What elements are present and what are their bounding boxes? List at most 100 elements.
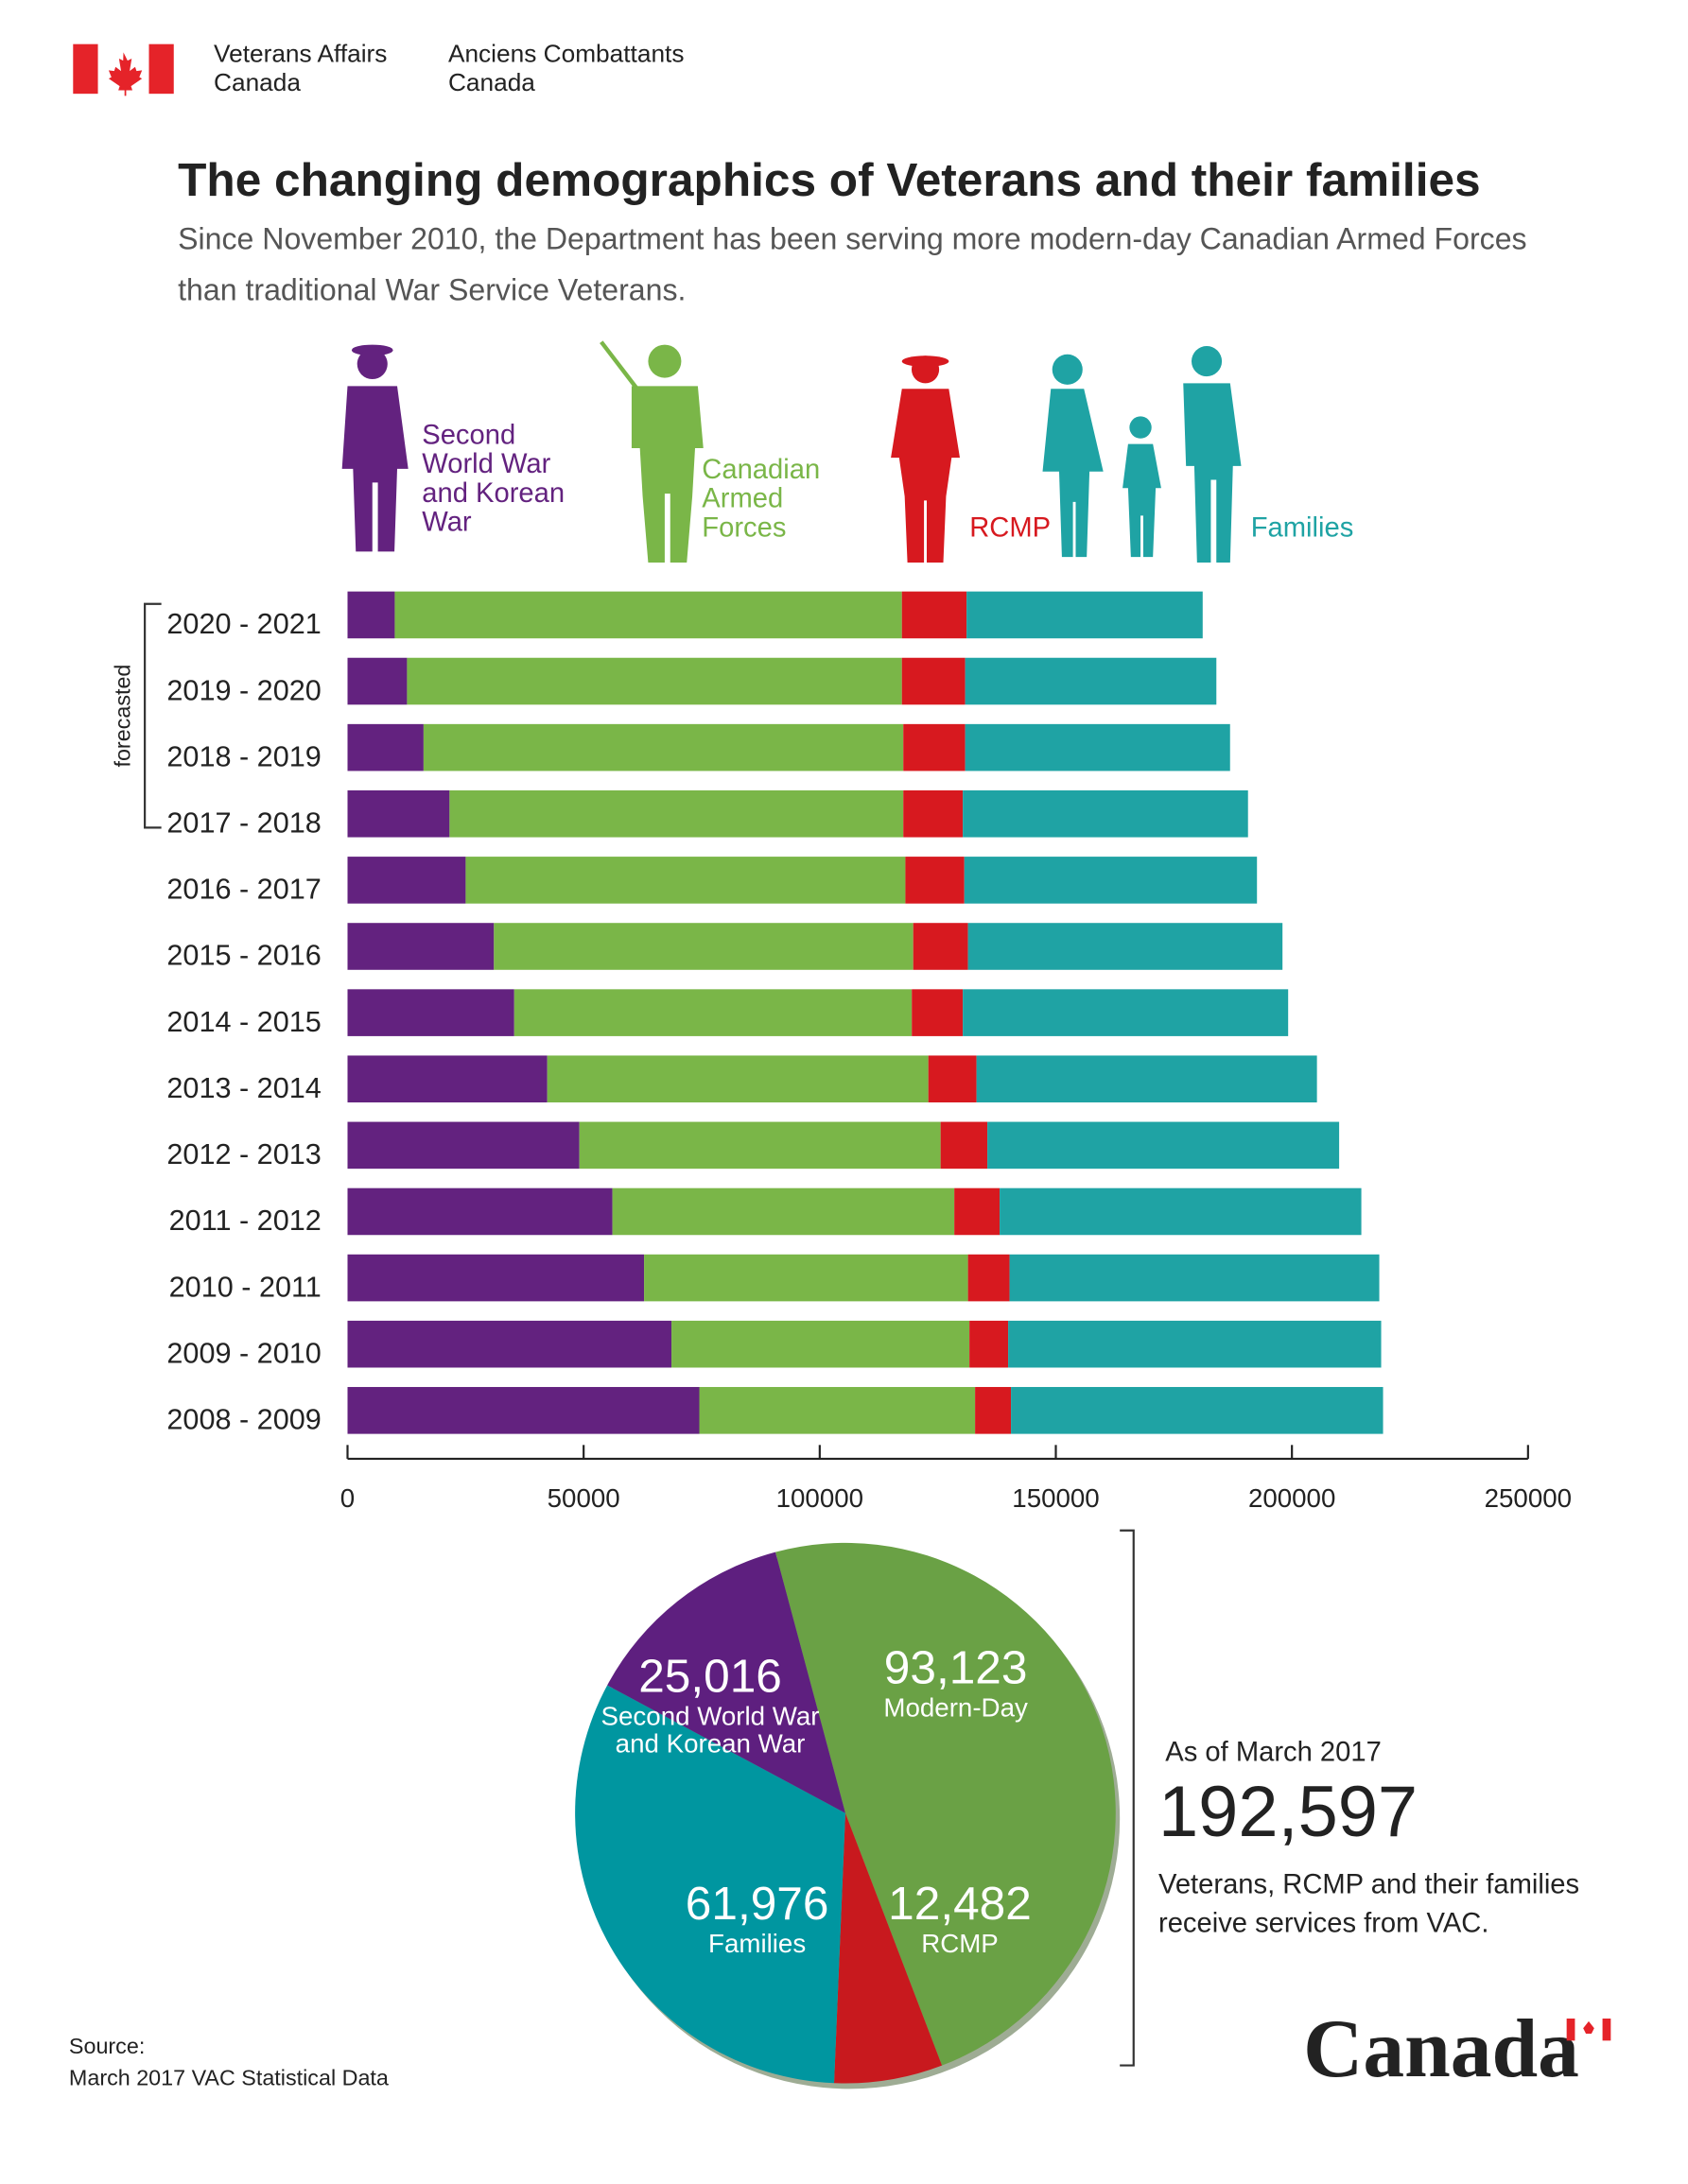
pie-category-label: Families [708,1932,807,1960]
x-tick-label: 0 [340,1483,355,1513]
pie-category-label: Modern-Day [883,1695,1028,1724]
bar-segment [494,923,914,970]
bar-segment [347,1320,672,1368]
y-tick-label: 2012 - 2013 [166,1138,321,1170]
bar-segment [347,857,466,904]
wordmark-flag [1566,2019,1611,2041]
bar-segment [963,989,1289,1036]
family-icon [1042,346,1242,563]
y-tick-label: 2011 - 2012 [169,1205,322,1237]
bar-segment [347,1055,548,1103]
bar-segment [1009,1254,1380,1302]
bar-segment [579,1121,941,1170]
x-tick-label: 200000 [1248,1483,1335,1513]
bar-segment [423,723,904,771]
bar-segment [905,857,965,904]
bar-segment [940,1121,988,1170]
soldier-icon [600,340,704,563]
header-en: Canada [214,68,301,96]
bar-segment [347,657,408,705]
title: The changing demographics of Veterans an… [178,153,1480,206]
legend-label-box: Canadian Armed Forces [702,456,821,544]
bar-segment [347,1187,613,1236]
bar-segment [987,1121,1340,1170]
header-fr: Canada [448,68,535,96]
summary-text: receive services from VAC. [1158,1909,1488,1939]
bar-segment [903,789,964,838]
legend-label-box: Second World War and Korean War [422,422,566,538]
rcmp-icon [891,355,960,563]
wordmark: Canada [1303,2002,1579,2094]
source: Source: [69,2034,145,2058]
x-tick-label: 50000 [548,1483,620,1513]
bar-segment [449,789,904,838]
bar-segment [347,591,395,639]
bar-segment [547,1055,929,1103]
bar-segment [465,857,906,904]
pie-category-label: RCMP [921,1932,999,1960]
bar-segment [963,789,1248,838]
y-tick-label: 2017 - 2018 [166,807,321,840]
y-tick-label: 2015 - 2016 [166,940,321,972]
pie-category-label-box: Second World War and Korean War [600,1704,820,1759]
y-tick-label: 2019 - 2020 [166,674,321,706]
bar-segment [347,1254,645,1302]
bar-segment [903,723,966,771]
bar-segment [347,789,450,838]
x-tick-label: 250000 [1485,1483,1572,1513]
summary-total: 192,597 [1158,1772,1418,1852]
bar-segment [347,723,424,771]
subtitle: than traditional War Service Veterans. [178,273,686,307]
header-en: Veterans Affairs [214,39,387,67]
bar-segment [965,723,1230,771]
forecast-bracket [144,602,162,829]
y-tick-label: 2009 - 2010 [166,1337,321,1369]
legend-label: Second World War and Korean War [422,422,566,538]
pie-category-label-box: Families [708,1932,807,1960]
bar-segment [964,857,1258,904]
pie-category-label: Second World War and Korean War [600,1704,820,1759]
pie-slice [575,1685,845,2084]
flag-logo [73,43,174,96]
pie-value-label: 93,123 [884,1641,1028,1694]
pie-value-label: 25,016 [638,1649,782,1702]
bar-segment [612,1187,955,1236]
bar-segment [671,1320,970,1368]
y-tick-label: 2018 - 2019 [166,740,321,772]
bar-segment [347,989,514,1036]
y-tick-label: 2016 - 2017 [166,874,321,906]
pie-value-label: 61,976 [686,1877,829,1930]
veteran-icon [341,344,409,552]
subtitle: Since November 2010, the Department has … [178,222,1526,256]
bar-segment [347,923,495,970]
legend-label: Canadian Armed Forces [702,456,821,544]
pie-slice [607,1551,845,1813]
bar-segment [901,657,966,705]
bar-segment [347,1121,580,1170]
bar-segment [967,923,1283,970]
bar-chart: Second World War and Korean War Canadian … [110,422,1572,1513]
legend-label: RCMP [969,513,1052,544]
legend-label-box: Families [1250,513,1354,544]
y-tick-label: 2014 - 2015 [166,1006,321,1038]
pie-category-label-box: RCMP [921,1932,999,1960]
bar-segment [407,657,902,705]
bar-segment [976,1055,1317,1103]
bar-segment [347,1387,700,1434]
source: March 2017 VAC Statistical Data [69,2065,389,2089]
bar-segment [644,1254,968,1302]
bar-segment [513,989,913,1036]
bar-segment [913,923,968,970]
annotation: forecasted [110,665,134,768]
summary-text: Veterans, RCMP and their families [1158,1870,1579,1900]
x-tick-label: 100000 [776,1483,863,1513]
bar-segment [1011,1387,1383,1434]
bar-segment [975,1387,1012,1434]
bar-segment [967,1254,1010,1302]
legend-label-box: RCMP [969,513,1052,544]
y-tick-label: 2008 - 2009 [166,1404,321,1436]
bar-segment [966,591,1203,639]
pie-category-label-box: Modern-Day [883,1695,1028,1724]
legend-label: Families [1250,513,1354,544]
